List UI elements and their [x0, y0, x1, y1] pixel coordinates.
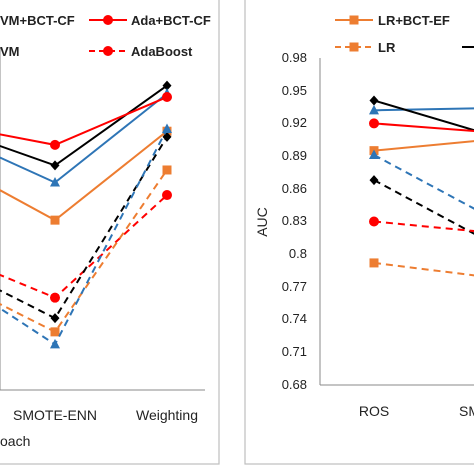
data-point-0-2-1: [50, 215, 60, 225]
legend-marker-adaboost: [103, 46, 113, 56]
series-line-1-6: [373, 220, 474, 233]
right-x-tick-sm: SM: [459, 403, 474, 419]
y-tick-label: 0.92: [282, 115, 307, 130]
y-tick-label: 0.83: [282, 213, 307, 228]
series-line-1-3: [373, 140, 474, 152]
series-line-1-5: [373, 179, 474, 235]
series-line-1-2: [373, 122, 474, 133]
series-line-1-7: [373, 261, 474, 277]
legend-marker-lr-bct-ef: [349, 15, 359, 25]
right-y-ticks: 0.98 0.95 0.92 0.89 0.86 0.83 0.8 0.77 0…: [282, 50, 307, 392]
legend-label-lr-bct-ef: LR+BCT-EF: [378, 13, 450, 28]
left-legend: VM+BCT-CF Ada+BCT-CF VM AdaBoost: [0, 13, 211, 59]
data-point-0-0-2: [162, 80, 172, 91]
data-point-1-6-0: [369, 216, 379, 227]
right-y-axis-label: AUC: [254, 207, 270, 237]
y-tick-label: 0.68: [282, 377, 307, 392]
right-x-tick-ros: ROS: [359, 403, 389, 419]
series-line-1-0: [373, 107, 474, 112]
y-tick-label: 0.74: [282, 311, 307, 326]
data-point-1-1-0: [369, 95, 379, 106]
right-panel-border: [244, 0, 474, 465]
data-point-1-5-0: [369, 175, 379, 186]
series-line-0-0: [0, 84, 168, 167]
left-x-axis-label-partial: oach: [0, 433, 30, 449]
y-tick-label: 0.89: [282, 148, 307, 163]
left-x-tick-weighting: Weighting: [136, 407, 198, 423]
series-line-1-4: [373, 154, 474, 210]
series-line-0-6: [0, 169, 168, 334]
legend-label-vm: VM: [0, 44, 20, 59]
data-point-0-6-2: [162, 165, 172, 175]
legend-label-lr: LR: [378, 40, 396, 55]
y-tick-label: 0.95: [282, 83, 307, 98]
legend-marker-lr: [349, 42, 359, 52]
data-point-0-1-1: [50, 177, 60, 187]
y-tick-label: 0.77: [282, 279, 307, 294]
right-plot-area: [369, 95, 474, 277]
data-point-1-7-0: [369, 258, 379, 268]
data-point-0-7-2: [162, 123, 172, 133]
left-panel-border: [0, 0, 220, 465]
data-point-0-6-1: [50, 327, 60, 337]
data-point-1-2-0: [369, 118, 379, 129]
data-point-0-7-1: [50, 338, 60, 349]
legend-label-adaboost: AdaBoost: [131, 44, 193, 59]
data-point-0-5-1: [50, 313, 60, 324]
data-point-0-4-2: [162, 190, 172, 201]
y-tick-label: 0.8: [289, 246, 307, 261]
data-point-0-3-2: [162, 92, 172, 103]
y-tick-label: 0.86: [282, 181, 307, 196]
y-tick-label: 0.71: [282, 344, 307, 359]
left-plot-area: [0, 80, 172, 349]
legend-label-ada-bct-cf: Ada+BCT-CF: [131, 13, 211, 28]
legend-label-vm-bct-cf: VM+BCT-CF: [0, 13, 75, 28]
y-tick-label: 0.98: [282, 50, 307, 65]
data-point-0-4-1: [50, 292, 60, 303]
series-line-1-1: [373, 99, 474, 132]
legend-marker-ada-bct-cf: [103, 15, 113, 25]
right-legend: LR+BCT-EF LR: [335, 13, 474, 55]
left-x-tick-smote-enn: SMOTE-ENN: [13, 407, 97, 423]
series-line-0-7: [0, 128, 168, 346]
data-point-0-3-1: [50, 139, 60, 150]
series-line-0-4: [0, 194, 168, 299]
data-point-0-0-1: [50, 160, 60, 171]
data-point-1-0-0: [369, 104, 379, 115]
data-point-1-4-0: [369, 149, 379, 160]
